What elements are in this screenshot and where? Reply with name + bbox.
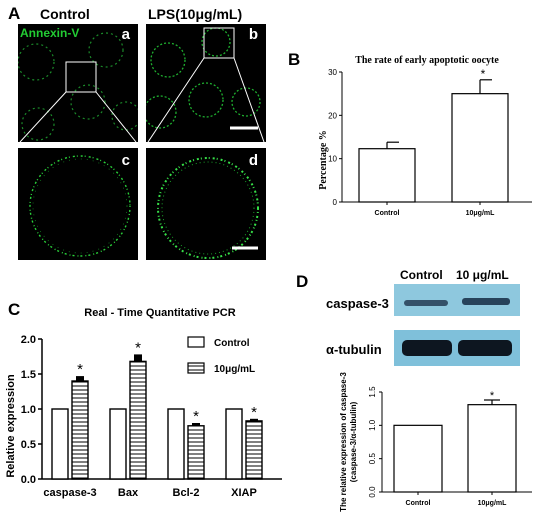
panel-b-significance: *: [481, 67, 486, 81]
panel-d-significance: *: [490, 390, 495, 402]
panel-b-ytick-label: 0: [333, 198, 338, 207]
panel-b-bar: [358, 148, 416, 203]
panel-c-title: Real - Time Quantitative PCR: [84, 307, 235, 319]
panel-c-xtick-label: Bax: [118, 487, 139, 499]
panel-c-xtick-label: caspase-3: [43, 487, 96, 499]
panel-c-bar: [51, 408, 69, 480]
panel-c-legend-swatch: [187, 336, 205, 348]
panel-d-bar: [467, 404, 517, 493]
blot-band-tubulin-control: [402, 340, 452, 356]
panel-a-letter: A: [8, 4, 21, 23]
panel-b-bar: [451, 93, 509, 203]
panel-b-ytick-label: 30: [328, 68, 337, 77]
panel-c-significance: *: [193, 408, 199, 425]
blot-band-tubulin-treated: [458, 340, 512, 356]
panel-c-bar: [109, 408, 127, 480]
blot-row-label-tubulin: α-tubulin: [326, 342, 382, 357]
panel-a-header-lps: LPS(10μg/mL): [148, 6, 243, 22]
blot-row-label-caspase3: caspase-3: [326, 296, 389, 311]
panel-b-title: The rate of early apoptotic oocyte: [355, 55, 499, 66]
panel-c-bar: [71, 380, 89, 480]
panel-d-ytick-label: 0.5: [368, 453, 377, 465]
panel-b-xtick-label: Control: [375, 210, 400, 217]
panel-c-legend-label: Control: [214, 338, 250, 349]
panel-c-ytick-label: 0.0: [21, 474, 36, 486]
panel-b-chart: The rate of early apoptotic oocyte Perce…: [318, 55, 532, 217]
micrograph-a-letter: a: [121, 26, 130, 43]
panel-d-ylabel: The relative expression of caspase-3: [339, 372, 348, 512]
panel-b-letter: B: [288, 50, 301, 69]
panel-d-ytick-label: 1.5: [368, 386, 377, 398]
panel-c-errorbar: [250, 418, 258, 421]
blot-band-treated: [462, 298, 510, 305]
panel-d-xtick-label: 10μg/mL: [478, 500, 508, 507]
panel-c-ytick-label: 1.5: [21, 369, 36, 381]
panel-c-bar: [187, 425, 205, 480]
blot-header-treated: 10 μg/mL: [456, 268, 509, 282]
micrograph-d-letter: d: [248, 152, 258, 169]
panel-c-xtick-label: XIAP: [231, 487, 257, 499]
panel-d-letter: D: [296, 272, 309, 291]
panel-d-ytick-label: 1.0: [368, 419, 377, 431]
micrograph-a: a Annexin-V: [18, 24, 138, 142]
panel-c-errorbar: [192, 423, 200, 426]
micrograph-c-letter: c: [121, 152, 130, 169]
blot-header-control: Control: [400, 268, 443, 282]
panel-d-ytick-label: 0.0: [368, 486, 377, 498]
micrograph-b-letter: b: [248, 26, 258, 43]
panel-c-significance: *: [251, 404, 257, 421]
panel-c-xtick-label: Bcl-2: [173, 487, 200, 499]
panel-b-ytick-label: 10: [328, 155, 337, 164]
panel-c-legend-label: 10μg/mL: [214, 364, 255, 375]
micrograph-d: d: [146, 148, 266, 260]
panel-c-ytick-label: 2.0: [21, 334, 36, 346]
panel-c-errorbar: [76, 376, 84, 381]
panel-c-ytick-label: 1.0: [21, 404, 36, 416]
panel-c-errorbar: [134, 354, 142, 362]
panel-a-header-control: Control: [40, 6, 90, 22]
panel-d-bar: [393, 424, 443, 493]
western-blot-tubulin: [394, 330, 520, 366]
panel-c-bar: [129, 360, 147, 480]
panel-c-legend-swatch: [187, 362, 205, 374]
panel-d-chart: The relative expression of caspase-3 (ca…: [339, 372, 532, 512]
panel-b-xtick-label: 10μg/mL: [466, 210, 496, 217]
panel-c-bar: [167, 408, 185, 480]
panel-d-xtick-label: Control: [406, 500, 431, 507]
micrograph-c: c: [18, 148, 138, 260]
annexin-v-label: Annexin-V: [20, 26, 80, 40]
panel-d-ylabel2: (caspase-3/α-tubulin): [349, 401, 358, 482]
panel-b-ytick-label: 20: [328, 111, 337, 120]
panel-c-ylabel: Relative expression: [5, 374, 17, 478]
panel-c-chart: Real - Time Quantitative PCR Relative ex…: [5, 307, 282, 499]
panel-c-bar: [225, 408, 243, 480]
western-blot-caspase3: [394, 284, 520, 316]
panel-b-ylabel: Percentage %: [318, 130, 329, 190]
panel-c-significance: *: [77, 361, 83, 378]
panel-c-ytick-label: 0.5: [21, 439, 36, 451]
blot-band-control: [404, 300, 448, 306]
panel-c-significance: *: [135, 339, 141, 356]
panel-c-letter: C: [8, 300, 21, 319]
panel-c-bar: [245, 420, 263, 480]
micrograph-b: b: [146, 24, 266, 142]
